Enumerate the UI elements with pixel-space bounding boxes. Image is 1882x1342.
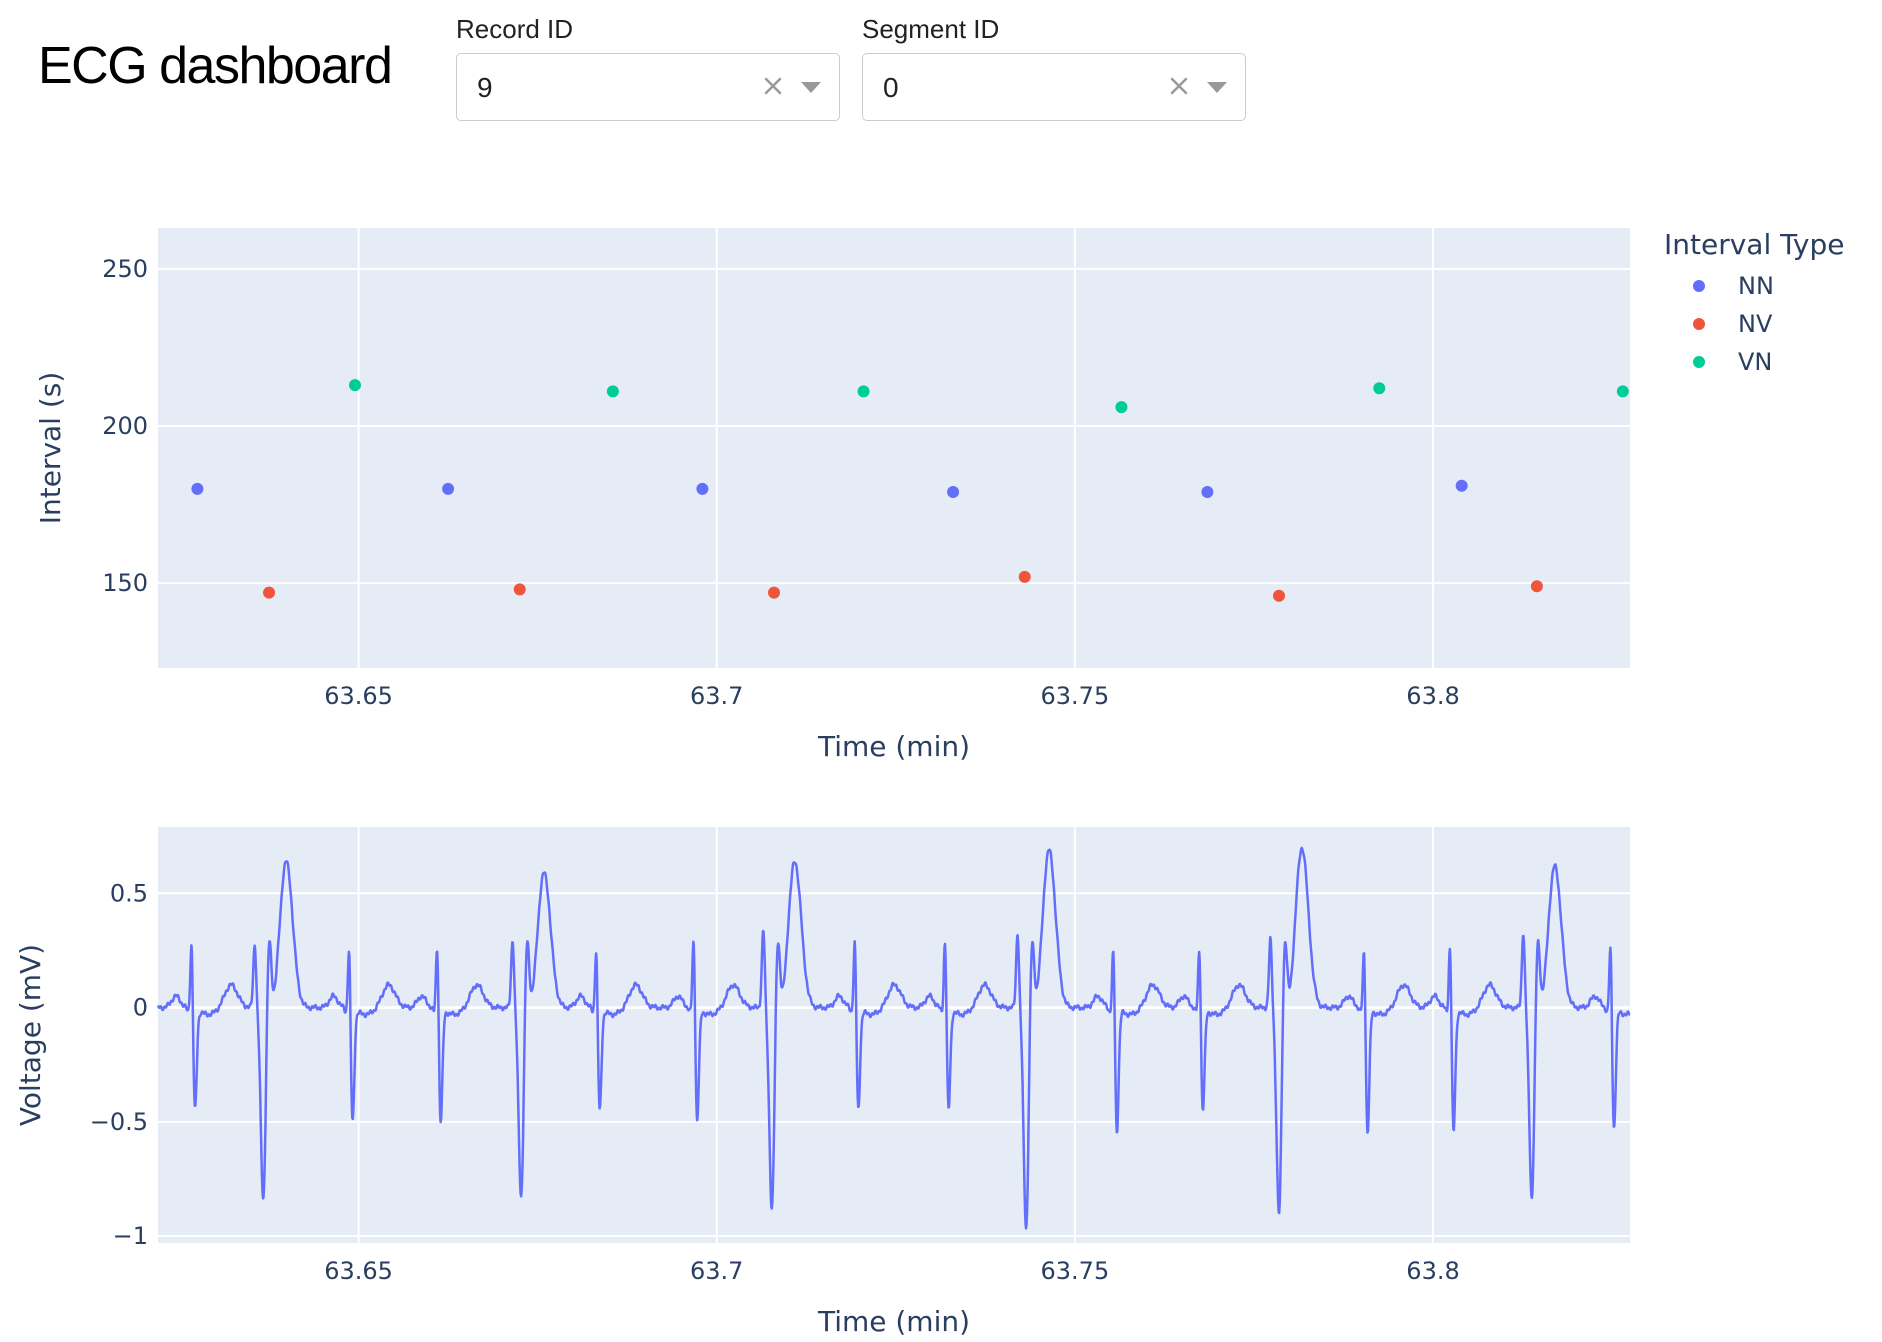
data-point-vn <box>1373 382 1386 395</box>
x-tick-label: 63.65 <box>324 682 393 710</box>
y-tick-label: 250 <box>102 255 148 283</box>
data-point-nv <box>768 586 781 599</box>
record-id-value: 9 <box>477 72 493 103</box>
record-id-filter: Record ID 9 <box>456 14 840 121</box>
y-tick-label: 0 <box>133 994 148 1022</box>
segment-id-value: 0 <box>883 72 899 103</box>
data-point-nn <box>1455 479 1468 492</box>
data-point-vn <box>606 385 619 398</box>
clear-icon[interactable] <box>1167 74 1191 98</box>
data-point-vn <box>348 379 361 392</box>
plot-area <box>158 827 1630 1243</box>
legend-marker-nv <box>1693 318 1705 330</box>
y-axis-title: Voltage (mV) <box>14 944 47 1126</box>
segment-id-label: Segment ID <box>862 14 1000 44</box>
chevron-down-icon[interactable] <box>799 78 823 96</box>
y-tick-label: 0.5 <box>110 879 148 907</box>
x-tick-label: 63.8 <box>1406 1257 1459 1285</box>
x-tick-label: 63.75 <box>1041 682 1110 710</box>
data-point-vn <box>857 385 870 398</box>
y-tick-label: −1 <box>113 1222 148 1250</box>
plot-area <box>158 228 1630 668</box>
data-point-nn <box>947 486 960 498</box>
y-tick-label: 200 <box>102 412 148 440</box>
data-point-nn <box>1201 486 1214 498</box>
y-tick-label: 150 <box>102 569 148 597</box>
legend-marker-vn <box>1693 356 1705 368</box>
data-point-nn <box>696 482 709 495</box>
data-point-nn <box>442 482 455 495</box>
data-point-vn <box>1616 385 1629 398</box>
record-id-label: Record ID <box>456 14 574 44</box>
x-tick-label: 63.75 <box>1041 1257 1110 1285</box>
x-tick-label: 63.7 <box>690 682 743 710</box>
interval-scatter-chart: 63.65 63.7 63.75 63.8 150 200 250 Time (min) Int… <box>34 228 1844 763</box>
legend-item-nv: NV <box>1738 310 1773 338</box>
ecg-series-line <box>156 846 1631 1230</box>
clear-icon[interactable] <box>761 74 785 98</box>
data-point-nv <box>1273 589 1286 602</box>
x-axis-title: Time (min) <box>817 1305 970 1338</box>
data-point-vn <box>1115 401 1128 414</box>
segment-id-dropdown[interactable]: 0 <box>862 53 1246 121</box>
page-title: ECG dashboard <box>38 37 393 95</box>
legend-item-vn: VN <box>1738 348 1772 376</box>
ecg-voltage-chart: 63.65 63.7 63.75 63.8 0.5 0 −0.5 −1 Time (min) Vo… <box>14 827 1631 1338</box>
data-point-nn <box>191 482 204 495</box>
legend-item-nn: NN <box>1738 272 1774 300</box>
record-id-dropdown[interactable]: 9 <box>456 53 840 121</box>
x-tick-label: 63.7 <box>690 1257 743 1285</box>
data-point-nv <box>1530 580 1543 593</box>
segment-id-filter: Segment ID 0 <box>862 14 1246 121</box>
y-tick-label: −0.5 <box>90 1108 148 1136</box>
y-axis-title: Interval (s) <box>34 372 67 525</box>
legend-marker-nn <box>1693 280 1705 292</box>
chevron-down-icon[interactable] <box>1205 78 1229 96</box>
x-tick-label: 63.8 <box>1406 682 1459 710</box>
x-axis-title: Time (min) <box>817 730 970 763</box>
data-point-nv <box>1018 570 1031 583</box>
data-point-nv <box>263 586 276 599</box>
legend-title: Interval Type <box>1664 228 1844 261</box>
data-point-nv <box>513 583 526 596</box>
x-tick-label: 63.65 <box>324 1257 393 1285</box>
